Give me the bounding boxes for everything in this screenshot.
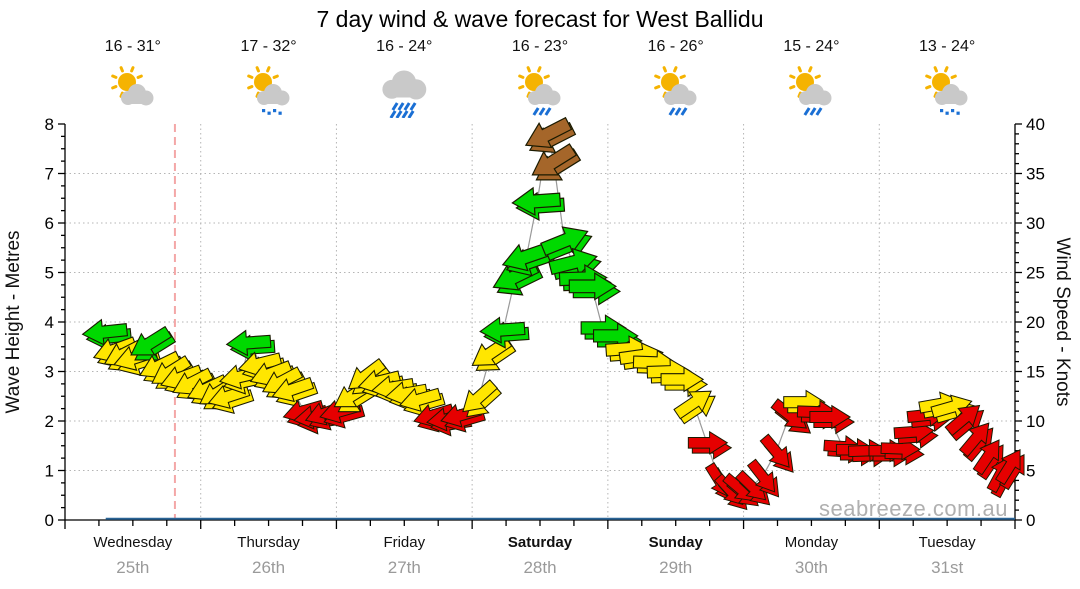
wind-arrow [660,366,709,398]
wind-arrow [972,439,1004,481]
cloud-rain-icon [376,66,432,123]
day-date: 31st [931,558,964,577]
wave-axis-tick-label: 8 [45,115,54,134]
day-temp: 16 - 24° [376,38,433,55]
wind-arrow [809,404,856,435]
wind-arrow [673,390,716,425]
wave-axis-tick-label: 4 [45,313,54,332]
wave-axis-tick-label: 6 [45,214,54,233]
left-axis-title: Wave Height - Metres [3,230,24,414]
wave-axis-tick-label: 7 [45,165,54,184]
day-label: Thursday [237,534,300,551]
wind-axis-tick-label: 40 [1026,115,1045,134]
sun-cloud-rain-icon [512,66,568,123]
wind-arrow [687,430,733,460]
day-temp: 16 - 31° [104,38,161,55]
wind-axis-tick-label: 25 [1026,264,1045,283]
wind-arrow [271,376,319,408]
wind-axis-tick-label: 35 [1026,165,1045,184]
wind-arrow [944,404,985,442]
day-temp: 16 - 26° [647,38,704,55]
day-label: Tuesday [918,534,976,551]
wind-arrow [568,272,622,306]
sun-cloud-drizzle-icon [919,66,975,123]
tick-labels: 0 1 2 3 4 5 6 7 8 0 5 10 15 20 25 30 35 40 [45,115,1045,530]
day-label: Friday [383,534,426,551]
wind-arrow [524,116,577,154]
watermark: seabreeze.com.au [819,496,1008,521]
day-label: Monday [784,534,839,551]
wind-arrow [511,186,566,222]
sun-cloud-rain-icon [783,66,839,123]
wind-axis-tick-label: 0 [1026,511,1035,530]
wave-axis-tick-label: 1 [45,462,54,481]
wind-arrow [479,316,530,349]
wind-axis-tick-label: 20 [1026,313,1045,332]
day-date: 25th [116,558,150,577]
wind-arrow [225,329,276,362]
day-label: Saturday [507,534,573,551]
right-axis-title: Wind Speed - Knots [1052,237,1073,407]
wind-speed-line [105,133,1010,491]
day-temp: 13 - 24° [919,38,976,55]
wind-arrow [462,379,503,418]
wind-arrow [994,449,1025,491]
wind-arrow [958,422,994,463]
day-temp: 16 - 23° [511,38,569,55]
day-label: Wednesday [93,534,173,551]
wind-arrow [759,433,794,473]
wind-axis-tick-label: 30 [1026,214,1045,233]
wind-arrow [746,458,780,498]
wind-axis-tick-label: 5 [1026,462,1035,481]
wind-axis-tick-label: 10 [1026,412,1045,431]
wind-arrow [880,436,925,466]
day-date: 27th [387,558,421,577]
page-title: 7 day wind & wave forecast for West Ball… [316,6,764,32]
wind-arrow [540,226,593,262]
wind-arrow [81,318,133,351]
wind-axis-tick-label: 15 [1026,363,1045,382]
wave-axis-tick-label: 5 [45,264,54,283]
day-date: 29th [659,558,693,577]
day-temp: 15 - 24° [783,38,840,55]
wave-axis-tick-label: 2 [45,412,54,431]
day-label: Sunday [648,534,703,551]
wave-axis-tick-label: 3 [45,363,54,382]
axes [58,123,1022,529]
day-date: 26th [252,558,286,577]
day-date: 28th [523,558,557,577]
sun-cloud-rain-icon [648,66,704,123]
wave-axis-tick-label: 0 [45,511,54,530]
sun-cloud-drizzle-icon [241,66,297,123]
wind-arrow [130,325,177,361]
wind-arrow [531,143,582,181]
sun-cloud-icon [105,66,161,123]
day-temp: 17 - 32° [240,38,297,55]
day-date: 30th [794,558,828,577]
